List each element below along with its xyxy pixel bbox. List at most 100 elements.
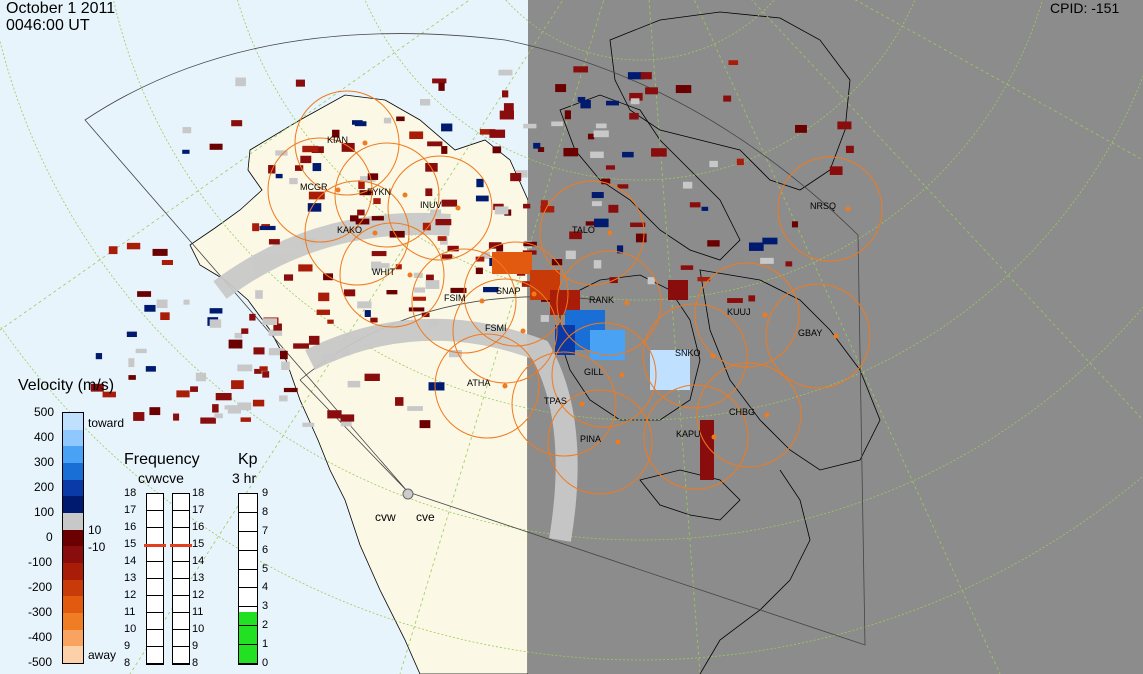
scatter-cell — [563, 147, 579, 157]
scatter-cell — [268, 239, 280, 245]
velocity-title: Velocity (m/s) — [18, 377, 115, 394]
velocity-color-bar — [62, 412, 84, 664]
scatter-cell — [235, 77, 246, 87]
scatter-cell — [475, 195, 489, 202]
scatter-cell — [200, 417, 216, 424]
scatter-cell — [341, 142, 355, 152]
frequency-gridline — [172, 663, 190, 664]
station-dot — [362, 140, 368, 146]
scatter-cell — [135, 348, 147, 354]
station-label: GBAY — [798, 328, 823, 338]
kp-tick-label: 3 — [262, 600, 269, 613]
station-ring — [556, 250, 662, 356]
kp-tick-label: 0 — [262, 657, 269, 669]
station-dot — [579, 401, 585, 407]
scatter-cell — [829, 166, 843, 175]
scatter-cell — [252, 399, 265, 407]
scatter-cell — [308, 335, 320, 345]
scatter-cell — [327, 410, 342, 419]
scatter-cell — [606, 100, 619, 106]
scatter-cell — [605, 165, 615, 170]
station-label: TPAS — [544, 396, 567, 406]
scatter-cell — [701, 206, 709, 211]
scatter-cell — [371, 216, 384, 221]
scatter-cell — [450, 287, 467, 293]
scatter-cell — [108, 246, 118, 255]
scatter-cell — [441, 254, 453, 259]
scatter-cell — [650, 350, 690, 390]
velocity-tick-label: 500 — [34, 405, 55, 419]
velocity-tick-label: -400 — [28, 630, 53, 644]
velocity-tick-label: -100 — [28, 555, 53, 569]
scatter-cell — [322, 353, 336, 361]
scatter-cell — [268, 348, 285, 356]
scatter-cell — [651, 148, 667, 157]
scatter-cell — [627, 72, 644, 80]
scatter-cell — [343, 289, 356, 297]
cpid-label: CPID: -151 — [1050, 0, 1120, 16]
scatter-cell — [312, 163, 322, 172]
frequency-tick-left: 15 — [124, 538, 137, 550]
scatter-cell — [354, 121, 367, 127]
scatter-cell — [630, 98, 640, 105]
scatter-cell — [502, 90, 509, 98]
scatter-cell — [590, 330, 625, 360]
scatter-cell — [308, 191, 325, 200]
velocity-color-segment — [63, 612, 83, 630]
station-label: KAKO — [337, 225, 363, 235]
scatter-cell — [409, 131, 424, 140]
scatter-cell — [635, 233, 647, 243]
scatter-cell — [254, 368, 262, 374]
scatter-cell — [283, 387, 298, 393]
station-ring — [511, 351, 617, 457]
frequency-gridline — [172, 510, 190, 511]
scatter-cell — [577, 96, 586, 102]
station-label: KIAN — [327, 135, 349, 145]
scatter-cell — [283, 274, 294, 281]
velocity-tick-label: 400 — [34, 430, 55, 444]
scatter-cell — [371, 251, 387, 257]
scatter-cell — [275, 173, 283, 179]
scatter-cell — [565, 250, 576, 260]
velocity-color-segment — [63, 596, 83, 613]
scatter-cell — [279, 350, 288, 360]
velocity-color-segment — [63, 429, 83, 447]
scatter-cell — [332, 129, 340, 138]
scatter-cell — [237, 364, 253, 372]
scatter-cell — [438, 82, 445, 91]
scatter-cell — [176, 390, 190, 398]
frequency-tick-right: 8 — [192, 657, 199, 669]
frequency-tick-left: 10 — [124, 623, 137, 635]
scatter-cell — [435, 219, 452, 226]
station-dot — [502, 383, 508, 389]
scatter-cell — [551, 121, 564, 127]
station-dot — [407, 272, 413, 278]
frequency-title: Frequency — [124, 451, 200, 468]
scatter-cell — [214, 413, 223, 419]
frequency-gridline — [172, 612, 190, 613]
scatter-cell — [128, 375, 136, 380]
scatter-cell — [195, 372, 207, 382]
scatter-cell — [617, 184, 629, 189]
velocity-color-segment — [63, 496, 83, 513]
scatter-cell — [533, 142, 541, 149]
scatter-cell — [160, 312, 170, 321]
scatter-cell — [700, 420, 714, 480]
velocity-color-segment — [63, 446, 83, 463]
scatter-cell — [262, 371, 270, 378]
scatter-cell — [357, 301, 372, 309]
scatter-cell — [437, 236, 447, 241]
station-ring — [694, 262, 800, 368]
scatter-cell — [209, 319, 222, 328]
scatter-cell — [231, 380, 244, 390]
scatter-cell — [475, 267, 483, 275]
scatter-cell — [427, 141, 443, 147]
station-rings — [267, 90, 883, 495]
frequency-tick-right: 16 — [192, 521, 205, 533]
station-dot — [762, 312, 768, 318]
station-dot — [711, 434, 717, 440]
frequency-tick-left: 17 — [124, 504, 137, 516]
scatter-cell — [447, 245, 459, 252]
station-label: FSMI — [485, 323, 507, 333]
